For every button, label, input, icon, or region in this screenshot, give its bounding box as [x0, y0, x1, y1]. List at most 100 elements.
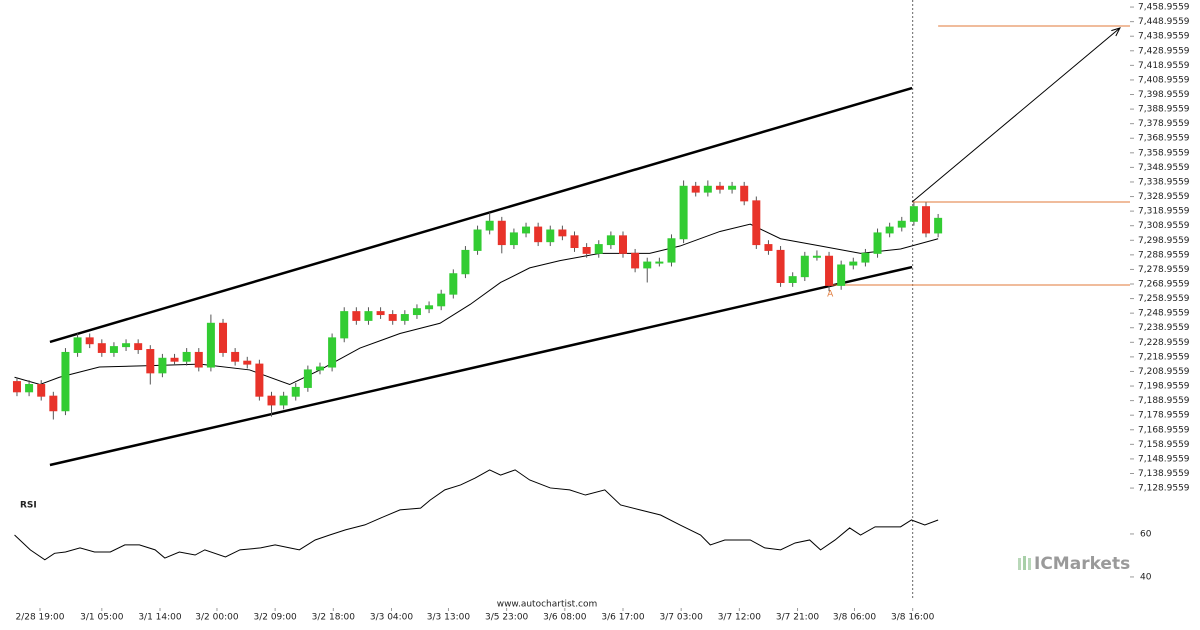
candle-body	[12, 381, 21, 393]
channel-line	[49, 86, 913, 344]
candle-body	[752, 200, 761, 246]
candle-body	[534, 226, 543, 243]
x-tick-label: 3/7 21:00	[776, 613, 820, 623]
candle-body	[728, 185, 737, 190]
y-tick-label: 7,308.9559	[1138, 221, 1190, 231]
y-tick-label: 7,278.9559	[1138, 265, 1190, 275]
candle-body	[49, 395, 58, 412]
candle-body	[837, 264, 846, 286]
candle-body	[425, 305, 434, 310]
x-tick-label: 3/5 23:00	[485, 613, 529, 623]
y-tick-label: 7,248.9559	[1138, 309, 1190, 319]
candle-body	[582, 247, 591, 254]
x-tick-label: 3/7 03:00	[660, 613, 704, 623]
candle-body	[122, 343, 131, 348]
candle-body	[206, 322, 215, 368]
y-tick-label: 7,378.9559	[1138, 119, 1190, 129]
candle-body	[897, 220, 906, 228]
y-tick-label: 7,238.9559	[1138, 323, 1190, 333]
y-tick-label: 7,348.9559	[1138, 163, 1190, 173]
candle-body	[922, 206, 931, 234]
candle-body	[509, 232, 518, 246]
candle-body	[485, 220, 494, 231]
x-tick-label: 3/2 00:00	[195, 613, 239, 623]
arrow-head	[1111, 27, 1121, 37]
candle-body	[618, 235, 627, 254]
candle-body	[340, 311, 349, 339]
candle-body	[85, 337, 94, 345]
candle-body	[364, 311, 373, 321]
y-tick-label: 7,408.9559	[1138, 75, 1190, 85]
x-tick-label: 3/1 05:00	[80, 613, 124, 623]
candle-body	[861, 252, 870, 263]
source-text: www.autochartist.com	[497, 600, 598, 610]
candle-body	[231, 351, 240, 362]
candle-body	[849, 261, 858, 266]
x-tick-label: 3/8 06:00	[833, 613, 877, 623]
y-tick-label: 60	[1140, 529, 1152, 539]
candle-body	[667, 238, 676, 263]
forecast-arrow	[911, 27, 1121, 203]
candle-body	[788, 276, 797, 283]
y-tick-label: 7,368.9559	[1138, 134, 1190, 144]
y-tick-label: 7,208.9559	[1138, 367, 1190, 377]
candle-body	[655, 261, 664, 264]
y-tick-label: 7,258.9559	[1138, 294, 1190, 304]
candle-body	[606, 235, 615, 246]
candle-body	[825, 255, 834, 286]
candle-body	[546, 229, 555, 243]
y-tick-label: 7,438.9559	[1138, 32, 1190, 42]
candle-body	[800, 255, 809, 278]
candle-body	[885, 226, 894, 234]
y-tick-label: 7,418.9559	[1138, 61, 1190, 71]
y-tick-label: 7,458.9559	[1138, 3, 1190, 13]
y-tick-label: 7,338.9559	[1138, 177, 1190, 187]
candle-body	[570, 235, 579, 248]
candle-body	[522, 226, 531, 234]
x-tick-label: 3/3 13:00	[427, 613, 471, 623]
y-tick-label: 7,358.9559	[1138, 148, 1190, 158]
y-tick-label: 7,288.9559	[1138, 250, 1190, 260]
x-tick-label: 3/7 12:00	[718, 613, 762, 623]
x-tick-label: 3/3 04:00	[370, 613, 414, 623]
channel-line	[49, 265, 913, 467]
y-tick-label: 7,218.9559	[1138, 352, 1190, 362]
candle-body	[703, 185, 712, 193]
candle-body	[776, 249, 785, 283]
y-tick-label: 7,298.9559	[1138, 236, 1190, 246]
candle-body	[243, 360, 252, 365]
candle-body	[352, 311, 361, 321]
candle-body	[473, 229, 482, 251]
candle-body	[267, 395, 276, 406]
candle-body	[134, 343, 143, 351]
candle-body	[158, 357, 167, 374]
candle-body	[37, 384, 46, 397]
rsi-line	[14, 469, 939, 561]
candle-body	[146, 349, 155, 374]
x-tick-label: 3/2 18:00	[312, 613, 356, 623]
candle-body	[61, 351, 70, 412]
candle-body	[412, 308, 421, 316]
candle-body	[934, 217, 943, 234]
candle-body	[497, 220, 506, 246]
x-tick-label: 2/28 19:00	[15, 613, 64, 623]
candle-body	[873, 232, 882, 254]
y-tick-label: 7,128.9559	[1138, 484, 1190, 494]
candle-body	[740, 185, 749, 202]
y-tick-label: 7,188.9559	[1138, 396, 1190, 406]
y-tick-label: 7,428.9559	[1138, 46, 1190, 56]
candle-body	[194, 351, 203, 368]
candle-body	[315, 366, 324, 371]
x-tick-label: 3/8 16:00	[891, 613, 935, 623]
candle-body	[25, 384, 34, 393]
candle-body	[679, 185, 688, 240]
y-tick-label: 40	[1140, 572, 1152, 582]
y-tick-label: 7,268.9559	[1138, 280, 1190, 290]
y-tick-label: 7,228.9559	[1138, 338, 1190, 348]
candle-body	[182, 351, 191, 362]
candle-body	[631, 252, 640, 269]
logo-bar	[1028, 558, 1031, 570]
candle-body	[255, 363, 264, 397]
y-tick-label: 7,168.9559	[1138, 425, 1190, 435]
